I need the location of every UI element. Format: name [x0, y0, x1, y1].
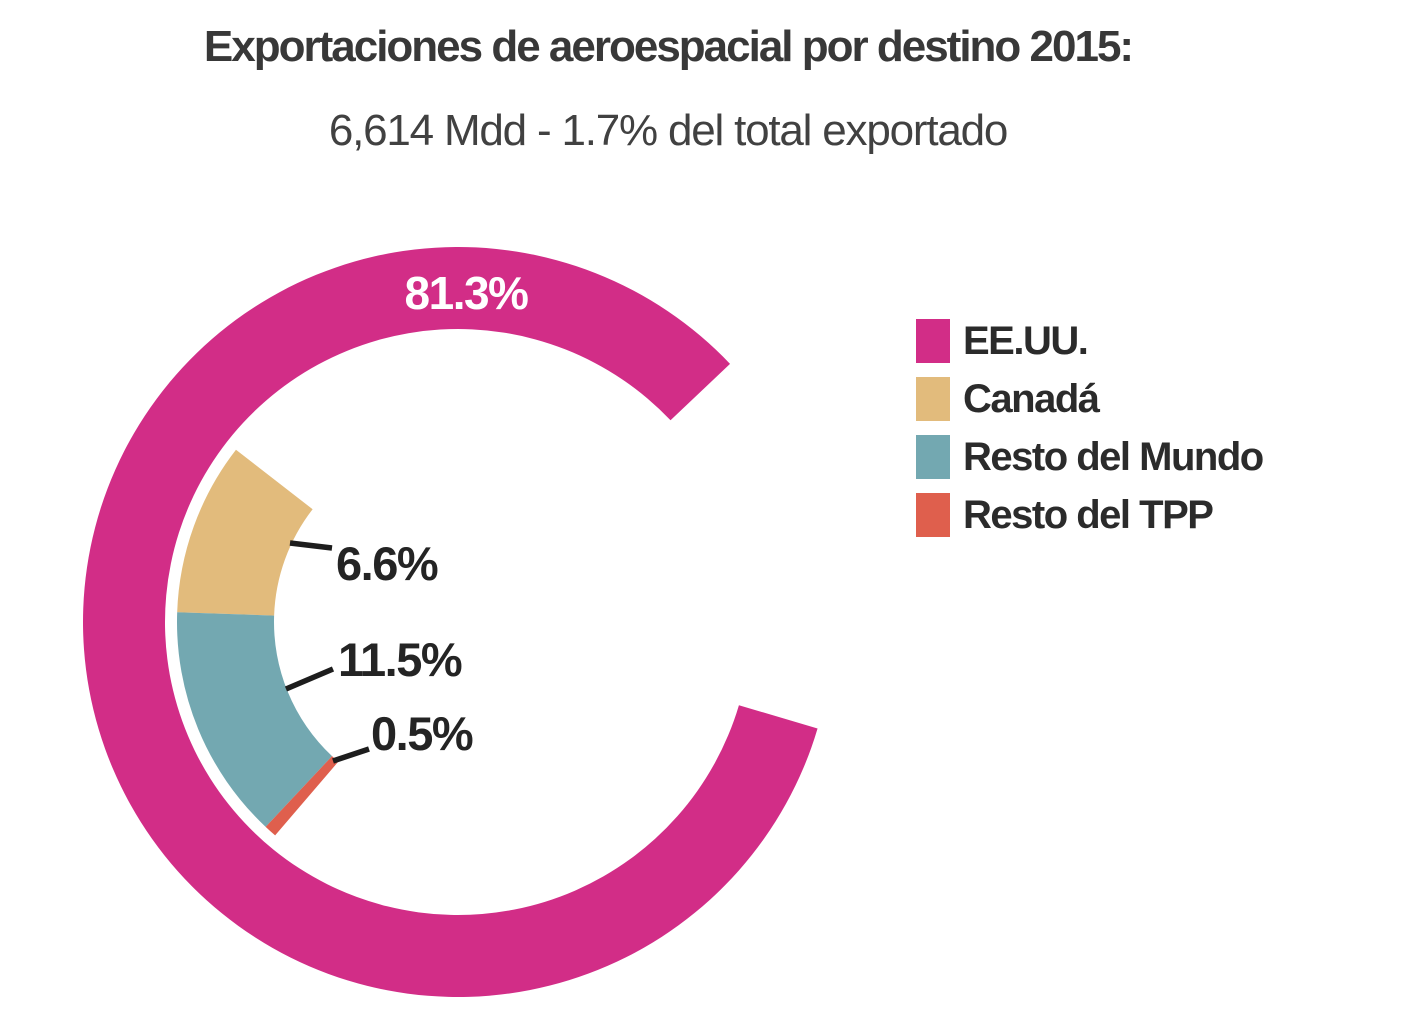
segment-value-label: 11.5%	[338, 633, 462, 686]
chart-legend: EE.UU. Canadá Resto del Mundo Resto del …	[916, 319, 1264, 551]
legend-item-resto-del-tpp: Resto del TPP	[916, 493, 1263, 537]
chart-title: Exportaciones de aeroespacial por destin…	[203, 22, 1134, 71]
segment-value-label: 6.6%	[336, 537, 438, 590]
legend-item-eeuu: EE.UU.	[916, 319, 1263, 363]
label-leader-line	[284, 666, 335, 692]
legend-swatch-icon	[916, 435, 950, 479]
label-leader-line	[289, 540, 333, 551]
legend-swatch-icon	[916, 493, 950, 537]
segment-value-label: 81.3%	[405, 267, 529, 319]
donut-segment-resto-del-tpp	[265, 756, 339, 836]
donut-segment-resto-del-mundo	[176, 612, 333, 827]
chart-subtitle: 6,614 Mdd - 1.7% del total exportado	[328, 106, 1009, 155]
legend-item-resto-del-mundo: Resto del Mundo	[916, 434, 1264, 479]
legend-label: EE.UU.	[963, 318, 1089, 363]
legend-item-canada: Canadá	[916, 377, 1263, 421]
legend-label: Canadá	[963, 376, 1100, 421]
label-leader-line	[332, 746, 370, 764]
legend-label: Resto del Mundo	[963, 434, 1264, 479]
title-block: Exportaciones de aeroespacial por destin…	[0, 22, 1336, 156]
legend-swatch-icon	[916, 319, 950, 363]
donut-segment-canad	[177, 449, 313, 616]
legend-label: Resto del TPP	[963, 492, 1214, 537]
segment-value-label: 0.5%	[371, 707, 473, 760]
legend-swatch-icon	[916, 377, 950, 421]
